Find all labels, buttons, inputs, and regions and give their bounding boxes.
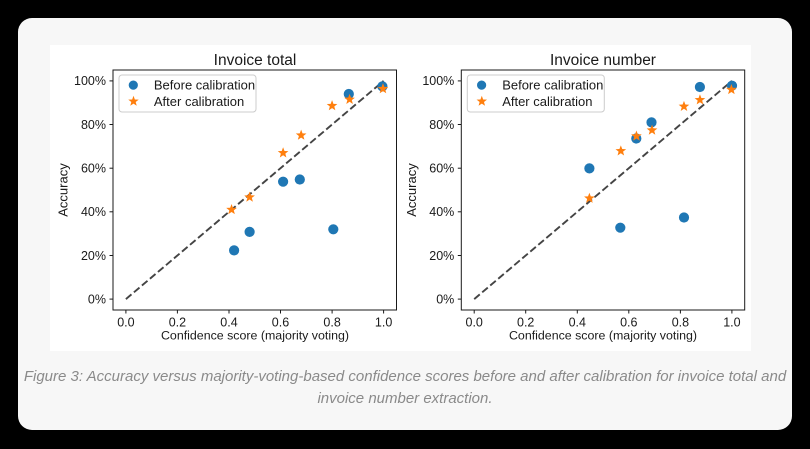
svg-text:0.6: 0.6 bbox=[272, 316, 289, 330]
svg-text:Accuracy: Accuracy bbox=[56, 163, 71, 217]
svg-text:After calibration: After calibration bbox=[502, 94, 592, 109]
svg-text:100%: 100% bbox=[74, 74, 106, 88]
svg-text:40%: 40% bbox=[429, 205, 454, 219]
svg-text:60%: 60% bbox=[81, 162, 106, 176]
svg-text:Confidence score (majority vot: Confidence score (majority voting) bbox=[161, 329, 349, 343]
svg-text:0.2: 0.2 bbox=[517, 316, 534, 330]
svg-text:Confidence score (majority vot: Confidence score (majority voting) bbox=[509, 329, 697, 343]
svg-text:0%: 0% bbox=[436, 292, 454, 306]
svg-text:0.4: 0.4 bbox=[220, 316, 237, 330]
svg-text:0.4: 0.4 bbox=[569, 316, 586, 330]
svg-text:After calibration: After calibration bbox=[154, 94, 244, 109]
svg-text:0.2: 0.2 bbox=[169, 316, 186, 330]
svg-text:0.6: 0.6 bbox=[620, 316, 637, 330]
svg-text:80%: 80% bbox=[429, 118, 454, 132]
svg-text:20%: 20% bbox=[81, 249, 106, 263]
svg-text:Before calibration: Before calibration bbox=[502, 78, 603, 93]
svg-text:0.0: 0.0 bbox=[466, 316, 483, 330]
svg-text:100%: 100% bbox=[422, 74, 454, 88]
svg-text:Before calibration: Before calibration bbox=[154, 78, 255, 93]
svg-text:80%: 80% bbox=[81, 118, 106, 132]
svg-text:0.8: 0.8 bbox=[672, 316, 689, 330]
svg-text:Invoice total: Invoice total bbox=[214, 52, 297, 69]
svg-text:20%: 20% bbox=[429, 249, 454, 263]
svg-text:1.0: 1.0 bbox=[723, 316, 740, 330]
svg-text:Invoice number: Invoice number bbox=[550, 52, 656, 69]
svg-text:40%: 40% bbox=[81, 205, 106, 219]
svg-text:0%: 0% bbox=[88, 292, 106, 306]
svg-text:0.8: 0.8 bbox=[323, 316, 340, 330]
svg-text:0.0: 0.0 bbox=[117, 316, 134, 330]
svg-text:1.0: 1.0 bbox=[375, 316, 392, 330]
svg-text:60%: 60% bbox=[429, 162, 454, 176]
svg-text:Accuracy: Accuracy bbox=[404, 163, 419, 217]
